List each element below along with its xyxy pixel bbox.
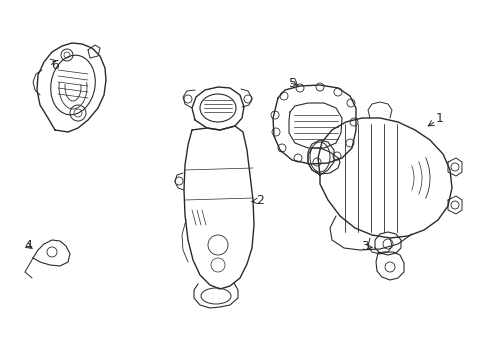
Text: 2: 2 <box>256 194 264 207</box>
Text: 6: 6 <box>51 59 59 72</box>
Text: 4: 4 <box>24 239 32 252</box>
Text: 5: 5 <box>289 77 297 90</box>
Text: 1: 1 <box>436 112 444 125</box>
Text: 3: 3 <box>361 239 369 252</box>
